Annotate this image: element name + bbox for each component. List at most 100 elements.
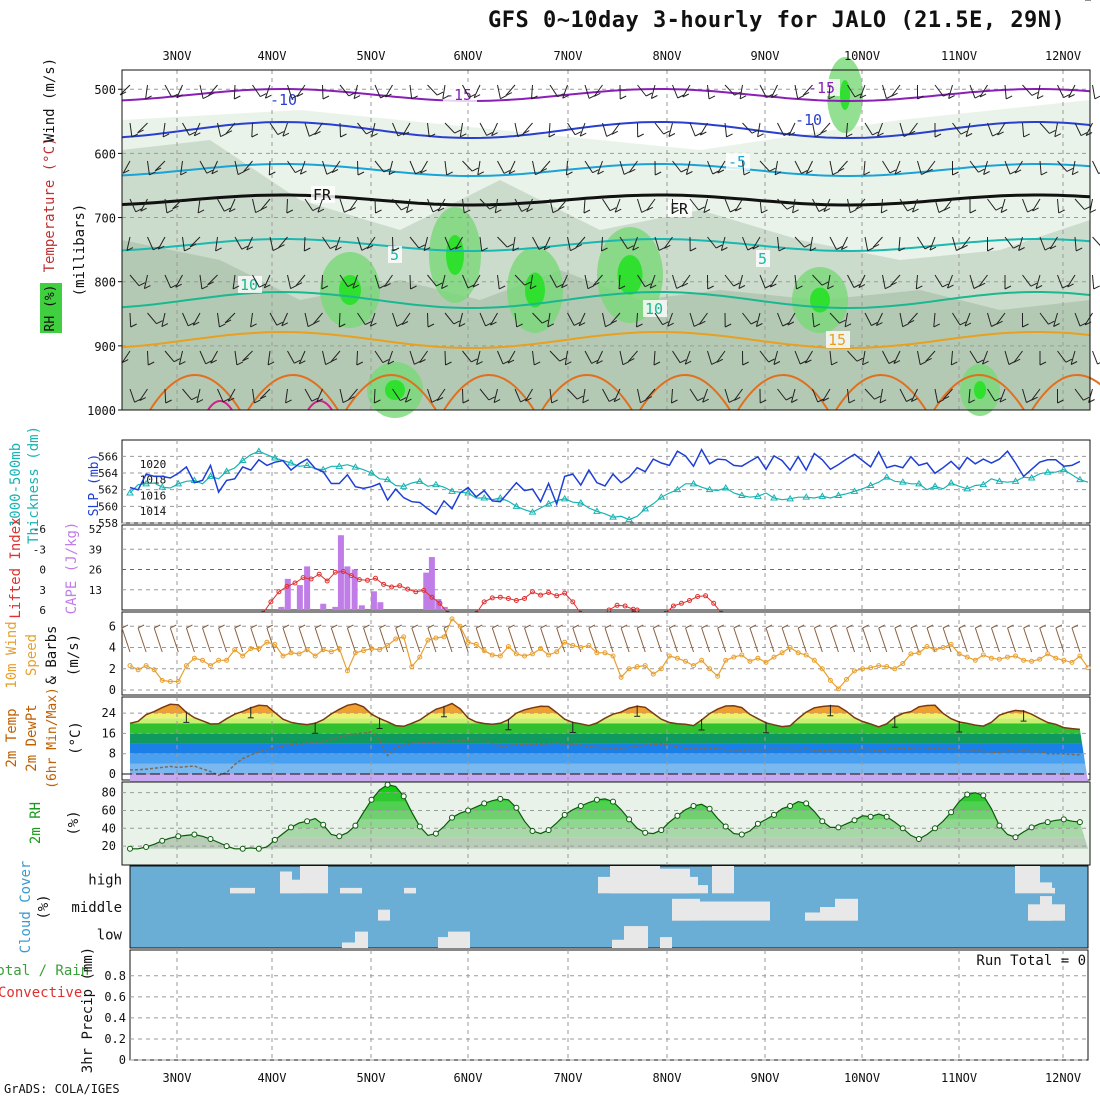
wind-barb <box>809 236 813 251</box>
thickness-marker <box>351 463 360 470</box>
rh-marker <box>626 816 633 823</box>
wind-barb <box>653 350 656 366</box>
wind-barb <box>882 84 887 99</box>
wind-barb <box>917 160 922 175</box>
wind-barb <box>526 198 533 212</box>
wind-barb <box>321 274 323 290</box>
wind-barb <box>331 624 338 629</box>
wind-barb <box>225 122 236 135</box>
wind-barb <box>961 236 971 249</box>
wind-barb <box>1089 209 1097 214</box>
slp-line <box>129 447 1081 516</box>
wind-barb <box>243 160 253 173</box>
contour-label-bg <box>443 86 477 103</box>
wind-barb <box>829 160 834 175</box>
wind-barb <box>686 171 693 175</box>
wind-barb <box>137 129 144 134</box>
wind-speed-marker <box>393 636 399 642</box>
wind-barb <box>742 312 752 325</box>
wind-barb <box>156 320 163 325</box>
wind-speed-marker <box>264 639 270 645</box>
wind-barb <box>752 245 760 250</box>
wind-barb <box>508 160 516 174</box>
wind-barb <box>182 388 192 401</box>
lifted-index-marker <box>505 596 511 601</box>
wind-barb <box>667 322 674 327</box>
rh-marker <box>577 803 584 809</box>
wind-barb <box>304 388 313 402</box>
wind-barb <box>157 245 165 250</box>
rh-marker <box>384 781 391 788</box>
wind-barb <box>266 624 274 629</box>
wind-barb <box>1031 91 1039 96</box>
thickness-marker <box>464 489 473 496</box>
wind-barb <box>584 84 590 99</box>
wind-barb <box>613 388 621 402</box>
wind-barb <box>1004 84 1007 99</box>
contour-label: FR <box>670 200 689 218</box>
wind-barb <box>286 198 288 214</box>
wind-barb <box>547 323 555 328</box>
lifted-index-marker <box>513 598 519 603</box>
wind-barb <box>532 236 540 250</box>
wind-barb <box>402 122 411 136</box>
rh-marker <box>690 803 697 809</box>
wind-barb <box>182 236 185 251</box>
wind-barb <box>427 198 434 213</box>
wind-barb <box>632 246 639 251</box>
y-axis-label: (m/s) <box>66 634 82 676</box>
wind-barb <box>531 95 538 100</box>
wind-barb <box>467 284 475 289</box>
lifted-index-marker <box>397 583 403 589</box>
wind-barb <box>365 321 372 326</box>
wind-barb <box>738 285 746 289</box>
wind-barb <box>530 285 537 290</box>
wind-barb <box>734 198 743 212</box>
wind-barb <box>259 283 266 288</box>
wind-barb <box>969 274 975 289</box>
wind-barb <box>349 198 358 211</box>
wind-barb <box>135 208 142 213</box>
wind-barb <box>516 323 523 328</box>
wind-barb <box>180 171 187 176</box>
lifted-index-marker <box>365 577 370 583</box>
wind-barb <box>1070 350 1076 365</box>
lifted-index-marker <box>268 599 274 605</box>
wind-speed-marker <box>811 657 817 663</box>
wind-barb <box>186 624 193 629</box>
wind-barb <box>926 160 936 173</box>
thickness-marker <box>721 484 730 491</box>
wind-barb <box>952 122 962 135</box>
wind-barb <box>330 350 341 363</box>
wind-barb <box>768 358 775 363</box>
wind-barb <box>848 399 856 404</box>
wind-barb <box>874 395 881 400</box>
wind-barb <box>233 84 236 100</box>
wind-barb <box>701 627 711 653</box>
wind-speed-marker <box>1077 653 1083 659</box>
wind-barb <box>475 627 485 653</box>
wind-barb <box>392 247 400 252</box>
wind-barb <box>565 361 572 366</box>
wind-speed-marker <box>819 666 825 672</box>
wind-barb <box>724 198 731 213</box>
wind-speed-marker <box>658 666 664 672</box>
wind-barb <box>149 171 156 176</box>
wind-barb <box>396 322 404 327</box>
wind-speed-marker <box>844 676 849 682</box>
rh-marker <box>271 836 278 843</box>
thickness-marker <box>657 493 666 500</box>
wind-barb <box>564 350 568 365</box>
wind-barb <box>997 122 1006 136</box>
cloud-block <box>378 909 390 921</box>
wind-speed-marker <box>352 650 358 656</box>
wind-speed-marker <box>892 666 898 672</box>
wind-barb <box>477 160 481 175</box>
wind-speed-marker <box>167 679 173 684</box>
wind-barb <box>304 312 309 327</box>
wind-barb <box>894 627 904 653</box>
wind-barb <box>224 319 232 324</box>
wind-speed-marker <box>650 671 656 677</box>
wind-barb <box>1092 84 1096 99</box>
